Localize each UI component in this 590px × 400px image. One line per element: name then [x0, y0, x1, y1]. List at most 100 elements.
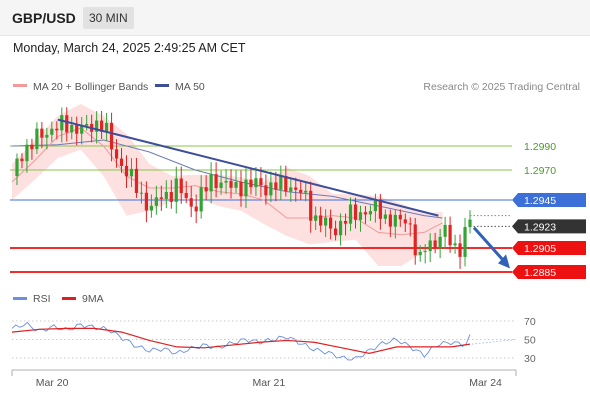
candle-body	[144, 192, 149, 211]
forecast-arrow-shaft	[472, 226, 508, 265]
candle-body	[214, 174, 218, 189]
candle-body	[35, 128, 39, 150]
candle-body	[224, 180, 228, 183]
candle-body	[463, 227, 467, 257]
candle-body	[428, 240, 432, 252]
main-plot: 1.2990 1.2970 1.2945 1.2905 1.2885 1.2923	[10, 104, 586, 279]
candle-body	[109, 122, 114, 150]
candle-body	[249, 179, 253, 188]
level-label-1.2970: 1.2970	[524, 165, 556, 177]
candle-body	[119, 158, 124, 166]
candle-body	[284, 175, 288, 192]
candle-body	[368, 211, 373, 215]
candle-body	[40, 128, 44, 138]
blue-line-icon	[13, 297, 27, 300]
candle-body	[363, 212, 368, 215]
candle-body	[343, 220, 348, 224]
candle-body	[104, 122, 109, 132]
candle-body	[423, 251, 427, 253]
level-tag-1.2885	[512, 265, 586, 279]
level-label-1.2990: 1.2990	[524, 141, 556, 153]
pink-line-icon	[13, 84, 27, 87]
candle-body	[45, 134, 49, 138]
legend-rsi: RSI 9MA	[13, 293, 104, 305]
candle-body	[100, 120, 104, 132]
ma20-line	[11, 127, 443, 236]
candle-body	[194, 206, 198, 212]
candle-body	[129, 168, 134, 177]
candle-body	[204, 187, 208, 192]
candle-body	[154, 197, 158, 206]
candle-body	[124, 165, 129, 177]
candle-body	[458, 243, 462, 257]
legend-ma20-label: MA 20 + Bollinger Bands	[33, 81, 148, 93]
candle-body	[319, 215, 323, 226]
candle-body	[453, 243, 457, 246]
candle-body	[304, 190, 308, 193]
candle-body	[468, 219, 472, 228]
candle-body	[259, 178, 263, 186]
rsi-plot: 70 50 30	[11, 316, 536, 365]
candle-body	[269, 182, 273, 196]
candle-body	[299, 189, 303, 193]
candle-body	[50, 128, 54, 135]
candle-body	[383, 214, 387, 219]
rsi-tick-70: 70	[524, 316, 536, 328]
x-label-mar-24: Mar 24	[469, 377, 502, 389]
datetime-label: Monday, March 24, 2025 2:49:25 AM CET	[13, 41, 246, 55]
rsi-line	[11, 321, 471, 361]
candle-body	[60, 115, 64, 131]
forecast-arrow-head	[498, 254, 510, 269]
level-tag-1.2945	[512, 193, 586, 207]
candle-body	[338, 220, 343, 236]
level-tag-1.2905	[512, 241, 586, 255]
candle-body	[348, 204, 353, 224]
trendline	[57, 118, 439, 217]
candle-body	[333, 228, 338, 236]
candle-body	[209, 174, 213, 192]
candle-body	[70, 125, 74, 133]
candle-body	[443, 224, 447, 237]
candle-body	[189, 198, 193, 207]
legend-rsi-label: RSI	[33, 293, 51, 305]
candle-body	[139, 192, 144, 194]
candle-body	[234, 181, 238, 188]
candle-body	[239, 181, 243, 197]
red-line-icon	[62, 297, 76, 300]
candle-body	[438, 236, 442, 248]
candle-body	[403, 219, 407, 224]
candle-body	[329, 217, 333, 229]
candle-body	[159, 197, 163, 199]
candle-body	[393, 214, 397, 227]
candle-body	[184, 193, 188, 199]
legend-main: MA 20 + Bollinger Bands MA 50	[13, 81, 205, 93]
candle-body	[149, 205, 153, 211]
candle-body	[294, 187, 298, 190]
symbol-title: GBP/USD	[12, 10, 76, 26]
candle-body	[289, 187, 293, 192]
candle-body	[378, 199, 382, 219]
rsi-tick-50: 50	[524, 335, 536, 347]
candle-body	[413, 224, 417, 256]
candle-body	[324, 217, 328, 226]
legend-9ma-label: 9MA	[82, 293, 104, 305]
candle-body	[169, 191, 173, 202]
candle-body	[75, 125, 79, 134]
candle-body	[85, 123, 89, 126]
timeframe-badge[interactable]: 30 MIN	[83, 7, 134, 29]
candle-body	[309, 190, 313, 221]
rsi-dotted-tail	[471, 339, 517, 345]
navy-line-icon	[155, 84, 169, 87]
candle-body	[134, 168, 139, 194]
candle-body	[114, 149, 119, 159]
x-label-mar-21: Mar 21	[252, 377, 285, 389]
candle-body	[388, 214, 392, 227]
candle-body	[274, 182, 278, 190]
credit-text: Research © 2025 Trading Central	[423, 81, 580, 93]
candle-body	[20, 158, 24, 162]
x-label-mar-20: Mar 20	[36, 377, 69, 389]
candle-body	[353, 204, 358, 220]
current-price-label: 1.2923	[524, 221, 556, 233]
candle-body	[80, 125, 84, 134]
